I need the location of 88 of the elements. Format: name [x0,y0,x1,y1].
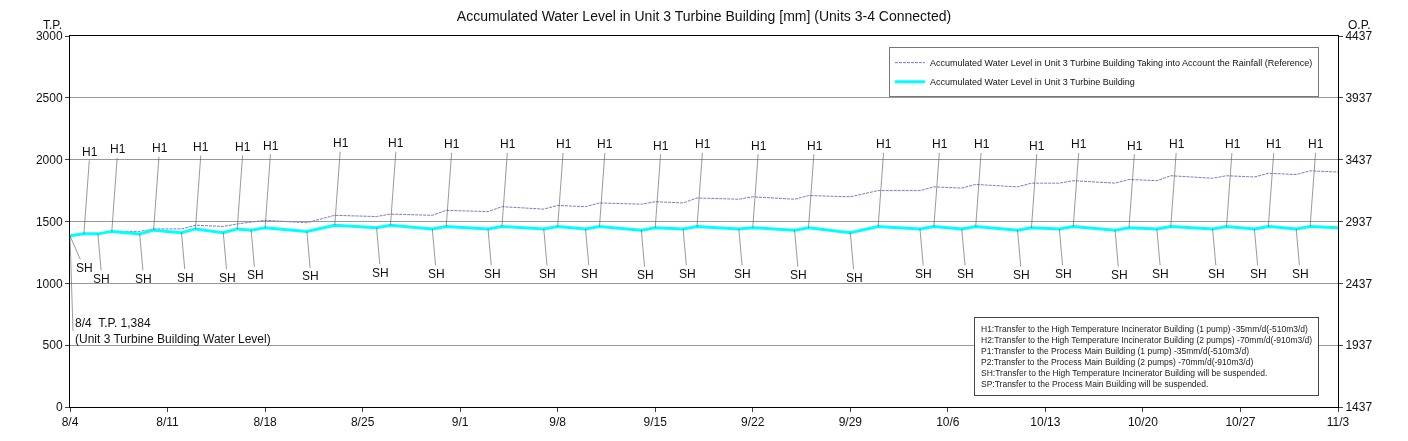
y-tick-label: 0 [55,400,63,415]
y2-tick-label: 3937 [1345,91,1373,106]
y-tick-label: 1500 [35,214,63,229]
annotation: SH [1250,267,1267,281]
annotation: H1 [193,140,209,154]
annotation: 8/4 T.P. 1,384 (Unit 3 Turbine Building Water Level) [75,316,271,346]
annotation: H1 [388,136,404,150]
annotation: H1 [597,137,613,151]
annotation: H1 [695,137,711,151]
annotation: H1 [1266,137,1282,151]
x-tick-label: 9/29 [838,415,863,430]
y2-axis-title: O.P. [1348,18,1371,32]
y-axis-title: T.P. [43,18,63,32]
x-tick-label: 9/8 [549,415,567,430]
annotation: SH [1111,268,1128,282]
annotation: H1 [152,141,168,155]
annotation: SH [790,268,807,282]
annotation: H1 [110,142,126,156]
annotation: H1 [1308,137,1324,151]
y2-tick-label: 1437 [1345,400,1373,415]
annotation: SH [1055,267,1072,281]
y2-tick-label: 2437 [1345,276,1373,291]
annotation: SH [93,272,110,286]
annotation: SH [1152,267,1169,281]
annotation: SH [76,261,93,275]
x-tick-label: 8/18 [253,415,278,430]
y2-tick-label: 2937 [1345,214,1373,229]
annotation: SH [428,267,445,281]
annotation: SH [247,268,264,282]
x-tick-label: 8/11 [156,415,180,430]
x-tick-label: 10/20 [1127,415,1159,430]
annotation: H1 [1127,139,1143,153]
annotation: H1 [653,139,669,153]
annotation: H1 [1071,137,1087,151]
annotation: SH [135,272,152,286]
chart-title: Accumulated Water Level in Unit 3 Turbine Building [mm] (Units 3-4 Connected) [456,7,952,24]
annotation: H1 [932,137,948,151]
x-tick-label: 8/25 [350,415,375,430]
y2-tick-label: 3437 [1345,152,1373,167]
annotation: H1 [1225,137,1241,151]
annotation: SH [581,267,598,281]
y2-tick-label: 1937 [1345,338,1373,353]
annotation: SH [372,266,389,280]
y2-tick-label: 4437 [1345,29,1373,44]
annotation: H1 [807,139,823,153]
annotation: H1 [751,139,767,153]
x-tick-label: 10/27 [1225,415,1256,430]
legend-label: Accumulated Water Level in Unit 3 Turbine Building Taking into Account the Rainfall (Reference) [929,58,1313,69]
x-tick-label: 10/13 [1030,415,1061,430]
y-tick-label: 3000 [35,29,63,44]
annotation: H1 [500,137,516,151]
y-tick-label: 2000 [35,152,63,167]
line-series [70,223,1338,238]
annotation: SH [177,271,194,285]
annotation: H1 [1169,137,1185,151]
annotation: SH [302,269,319,283]
annotation: H1 [235,140,251,154]
annotation: SH [1208,267,1225,281]
x-tick-label: 9/22 [741,415,765,430]
annotation: SH [915,267,932,281]
annotation: SH [219,271,236,285]
x-tick-label: 9/1 [451,415,469,430]
x-tick-label: 8/4 [61,415,79,430]
x-tick-label: 11/3 [1326,415,1350,430]
annotation: SH [539,267,556,281]
annotation: H1 [876,137,892,151]
annotation: H1 [444,137,460,151]
y-tick-label: 1000 [35,276,63,291]
x-tick-label: 10/6 [936,415,960,430]
annotation: H1 [1029,139,1045,153]
annotation: H1 [82,145,98,159]
annotation: SH [846,271,863,285]
annotation: H1:Transfer to the High Temperature Incinerator Building (1 pump) -35mm/d(-510m3/d) H2:Transfer to the High Temperature Incinerator Building (2 pumps) -70mm/d(-910m3/d) P1:Transfer to the Process Main Building (1 pump) -35mm/d(-510m3/d) P2:Transfer to the Process Main Building (2 pumps) -70mm/d(-910m3/d) SH:Transfer to the High Temperature Incinerator Building will be suspended. SP:Transfer to the Process Main Building will be suspended. [981,324,1313,390]
y-tick-label: 2500 [35,91,63,106]
annotation: H1 [263,139,279,153]
x-tick-label: 9/15 [643,415,668,430]
annotation: SH [679,267,696,281]
annotation: SH [957,267,974,281]
y-tick-label: 500 [42,338,63,353]
annotation: SH [1013,268,1030,282]
annotation: SH [1292,267,1309,281]
annotation: SH [637,268,654,282]
legend-label: Accumulated Water Level in Unit 3 Turbine Building [929,77,1135,88]
annotation: H1 [556,137,572,151]
annotation: SH [484,267,501,281]
annotation: SH [734,267,751,281]
annotation: H1 [333,136,349,150]
annotation: H1 [974,137,990,151]
